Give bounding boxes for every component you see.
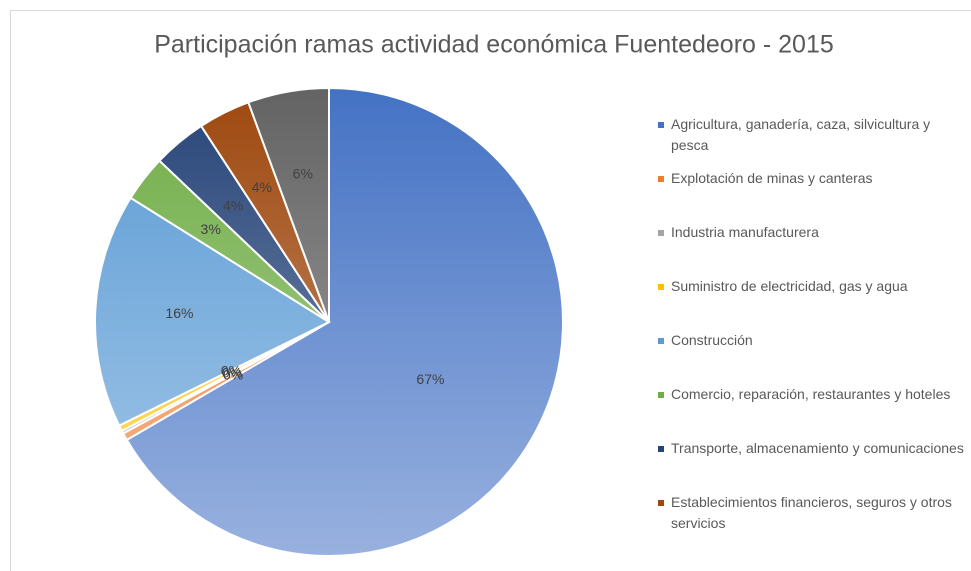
- legend-swatch: [658, 500, 664, 506]
- legend-label: Suministro de electricidad, gas y agua: [671, 278, 908, 294]
- legend-item: Comercio, reparación, restaurantes y hot…: [656, 384, 968, 438]
- legend-swatch: [658, 284, 664, 290]
- chart-title: Participación ramas actividad económica …: [154, 31, 834, 59]
- legend-item: Explotación de minas y canteras: [656, 168, 968, 222]
- data-label: 0%: [221, 363, 241, 379]
- chart-border: [10, 10, 971, 571]
- legend-label: Explotación de minas y canteras: [671, 170, 873, 186]
- legend-item: Suministro de electricidad, gas y agua: [656, 276, 968, 330]
- legend-swatch: [658, 446, 664, 452]
- data-label: 6%: [293, 165, 313, 181]
- pie-slice: [94, 196, 332, 427]
- legend-item: Construcción: [656, 330, 968, 384]
- legend-label: Industria manufacturera: [671, 224, 819, 240]
- data-label: 3%: [201, 221, 221, 237]
- pie-slice: [247, 86, 330, 323]
- legend-swatch: [658, 230, 664, 236]
- legend-item: Transporte, almacenamiento y comunicacio…: [656, 438, 968, 492]
- legend-label: Agricultura, ganadería, caza, silvicultu…: [671, 116, 931, 153]
- legend-item: Establecimientos financieros, seguros y …: [656, 492, 968, 546]
- data-label: 67%: [416, 371, 444, 387]
- legend-label: Establecimientos financieros, seguros y …: [671, 494, 952, 531]
- legend-swatch: [658, 392, 664, 398]
- data-label: 4%: [252, 179, 272, 195]
- legend-label: Construcción: [671, 332, 753, 348]
- data-label: 16%: [165, 305, 193, 321]
- pie-slice: [125, 86, 564, 557]
- legend-swatch: [658, 176, 664, 182]
- data-label: 0%: [222, 364, 242, 380]
- legend-item: Agricultura, ganadería, caza, silvicultu…: [656, 114, 968, 168]
- data-label: 4%: [223, 198, 243, 214]
- legend-swatch: [658, 338, 664, 344]
- data-label: 0%: [223, 367, 243, 383]
- legend-label: Comercio, reparación, restaurantes y hot…: [671, 386, 951, 402]
- legend-swatch: [658, 122, 664, 128]
- legend: Agricultura, ganadería, caza, silvicultu…: [656, 114, 968, 546]
- legend-label: Transporte, almacenamiento y comunicacio…: [671, 440, 964, 456]
- legend-item: Industria manufacturera: [656, 222, 968, 276]
